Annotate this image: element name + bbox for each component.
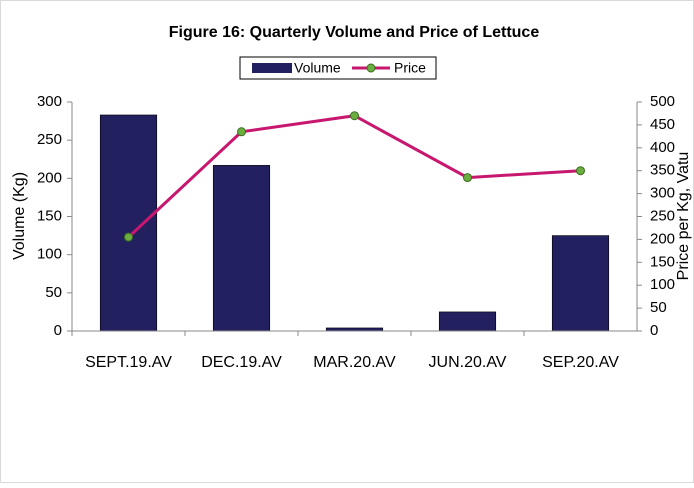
y2-tick-label: 150: [650, 253, 675, 270]
x-tick-label: DEC.19.AV: [201, 354, 282, 371]
y2-tick-label: 50: [650, 299, 667, 316]
price-marker: [463, 173, 472, 183]
chart-title: Figure 16: Quarterly Volume and Price of…: [169, 24, 540, 41]
bar: [551, 235, 610, 332]
legend-swatch: [252, 63, 292, 73]
bar: [212, 165, 271, 332]
x-tick-label: SEP.20.AV: [542, 354, 619, 371]
price-marker: [237, 127, 246, 137]
y2-tick-label: 0: [650, 322, 658, 339]
y-tick-label: 200: [37, 169, 62, 186]
x-tick-label: SEPT.19.AV: [85, 354, 172, 371]
y-tick-label: 50: [45, 284, 62, 301]
price-marker: [350, 111, 359, 121]
y2-tick-label: 250: [650, 207, 675, 224]
legend-marker: [366, 63, 376, 73]
y-axis-title: Volume (Kg): [11, 172, 28, 260]
y2-tick-label: 500: [650, 93, 675, 110]
y2-tick-label: 100: [650, 276, 675, 293]
y-tick-label: 100: [37, 246, 62, 263]
legend-label: Volume: [294, 60, 341, 76]
y2-tick-label: 350: [650, 162, 675, 179]
y2-tick-label: 200: [650, 230, 675, 247]
y2-tick-label: 450: [650, 116, 675, 133]
y-tick-label: 300: [37, 93, 62, 110]
y-tick-label: 0: [54, 322, 62, 339]
legend-label: Price: [394, 60, 426, 76]
price-marker: [124, 232, 133, 242]
bar: [438, 311, 497, 332]
y2-tick-label: 300: [650, 185, 675, 202]
bar: [99, 114, 158, 332]
price-marker: [576, 166, 585, 176]
x-tick-label: JUN.20.AV: [429, 354, 507, 371]
legend-box: [239, 56, 437, 80]
x-tick-label: MAR.20.AV: [313, 354, 396, 371]
y2-tick-label: 400: [650, 139, 675, 156]
y2-axis-title: Price per Kg, Vatu: [675, 152, 692, 281]
y-tick-label: 250: [37, 131, 62, 148]
y-tick-label: 150: [37, 207, 62, 224]
